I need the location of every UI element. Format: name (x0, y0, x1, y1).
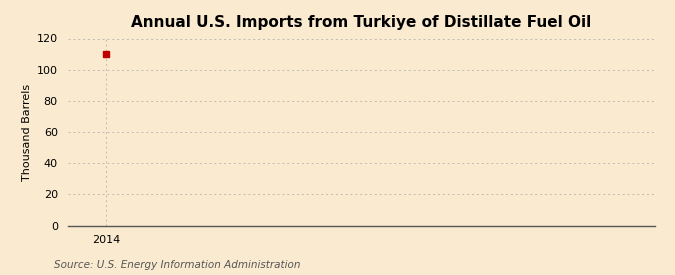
Text: Source: U.S. Energy Information Administration: Source: U.S. Energy Information Administ… (54, 260, 300, 270)
Title: Annual U.S. Imports from Turkiye of Distillate Fuel Oil: Annual U.S. Imports from Turkiye of Dist… (131, 15, 591, 31)
Y-axis label: Thousand Barrels: Thousand Barrels (22, 83, 32, 181)
